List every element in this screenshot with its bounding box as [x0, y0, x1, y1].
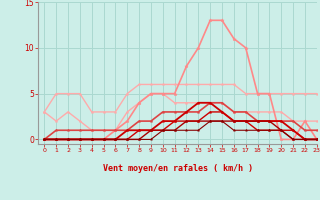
X-axis label: Vent moyen/en rafales ( km/h ): Vent moyen/en rafales ( km/h ): [103, 164, 252, 173]
